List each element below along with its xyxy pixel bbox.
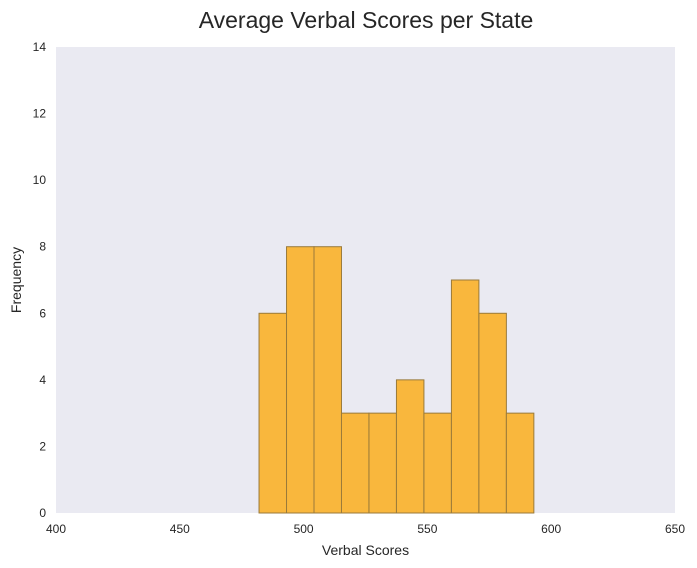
histogram-bar-3 <box>340 412 370 514</box>
y-tick-label: 4 <box>39 373 46 387</box>
y-tick-label: 14 <box>33 40 47 54</box>
histogram-bar-0 <box>258 312 288 514</box>
chart-title: Average Verbal Scores per State <box>199 7 534 33</box>
y-tick-label: 0 <box>39 506 46 520</box>
x-axis-label: Verbal Scores <box>322 542 409 558</box>
histogram-bar-5 <box>395 379 425 514</box>
x-tick-label: 600 <box>541 522 561 536</box>
y-tick-label: 8 <box>39 240 46 254</box>
y-axis-label: Frequency <box>8 247 24 313</box>
histogram-bar-4 <box>368 412 397 514</box>
x-tick-labels: 400 450 500 550 600 650 <box>46 522 685 536</box>
x-tick-label: 400 <box>46 522 66 536</box>
x-tick-label: 650 <box>665 522 685 536</box>
y-tick-label: 2 <box>39 439 46 453</box>
y-tick-labels: 0 2 4 6 8 10 12 14 <box>33 40 47 520</box>
histogram-bar-2 <box>313 246 342 514</box>
histogram-bar-8 <box>478 312 507 514</box>
y-tick-label: 10 <box>33 173 47 187</box>
y-tick-label: 12 <box>33 107 47 121</box>
x-tick-label: 500 <box>294 522 314 536</box>
histogram-bar-7 <box>450 279 480 514</box>
histogram-bar-1 <box>286 246 315 514</box>
y-tick-label: 6 <box>39 306 46 320</box>
bars-group <box>258 246 535 514</box>
x-tick-label: 450 <box>170 522 190 536</box>
x-tick-label: 550 <box>417 522 437 536</box>
histogram-bar-6 <box>423 412 452 514</box>
histogram-bar-9 <box>505 412 535 514</box>
